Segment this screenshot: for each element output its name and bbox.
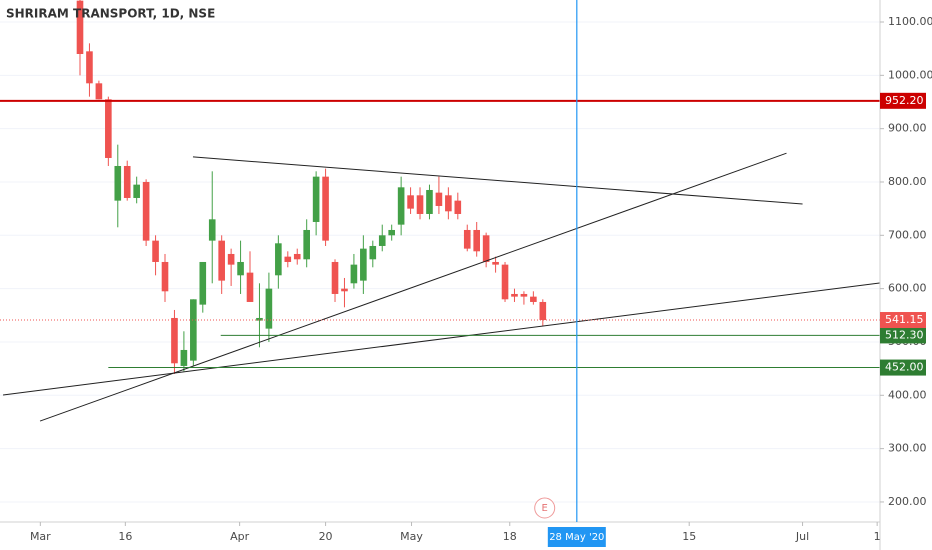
y-tick-label: 400.00 [888, 388, 927, 401]
crosshair-badge [547, 527, 606, 547]
candle-body [105, 99, 112, 158]
candle-body [246, 272, 254, 302]
candle-body [407, 195, 414, 209]
price-badge [880, 359, 926, 376]
candle-body [265, 288, 273, 329]
x-tick-label: Jul [795, 530, 809, 543]
x-tick-label: 20 [319, 530, 333, 543]
y-tick-label: 600.00 [888, 282, 927, 295]
candle-body [473, 229, 480, 252]
y-tick-label: 800.00 [888, 175, 927, 188]
candle-body [86, 51, 93, 84]
event-label: E [542, 503, 548, 514]
candle-body [341, 288, 348, 292]
candle-body [331, 261, 339, 294]
plot-area [0, 0, 880, 503]
y-tick-label: 300.00 [888, 442, 927, 455]
x-tick-label: 15 [682, 530, 696, 543]
candle-body [133, 184, 140, 198]
candle-body [520, 293, 528, 297]
candle-body [199, 261, 207, 305]
price-badge [880, 327, 926, 344]
candle-body [123, 165, 131, 198]
x-tick-label: May [400, 530, 423, 543]
price-badge-label: 512.30 [885, 328, 924, 341]
trend-line [39, 152, 787, 422]
crosshair-label: 28 May '20 [549, 532, 604, 543]
candle-body [218, 240, 225, 281]
candle-body [369, 245, 377, 260]
candle-body [180, 349, 188, 366]
candle-body [350, 264, 358, 284]
y-tick-label: 900.00 [888, 122, 927, 135]
candle-body [360, 248, 367, 281]
candle-body [208, 219, 216, 241]
candle-body [416, 195, 424, 214]
trend-line [192, 156, 803, 205]
candle-body [539, 301, 547, 321]
candle-body [312, 176, 320, 222]
x-tick-label: 1 [874, 530, 881, 543]
y-tick-label: 700.00 [888, 228, 927, 241]
candle-body [237, 261, 244, 276]
candle-body [492, 261, 499, 265]
candle-body [463, 229, 471, 249]
candle-body [275, 243, 282, 276]
candle-body [284, 256, 292, 262]
price-badge-label: 452.00 [885, 361, 924, 374]
candle-body [388, 229, 395, 236]
y-tick-label: 1100.00 [888, 15, 932, 28]
event-marker [534, 497, 556, 519]
candle-body [501, 264, 509, 300]
candle-body [435, 192, 443, 206]
candle-body [426, 189, 433, 214]
candle-body [114, 165, 122, 201]
candle-body [322, 176, 329, 241]
candle-body [227, 253, 235, 265]
candle-body [152, 240, 159, 262]
y-tick-label: 200.00 [888, 495, 927, 508]
price-badge [880, 312, 926, 329]
candle-body [95, 83, 103, 100]
candle-body [445, 195, 452, 212]
x-tick-label: 16 [118, 530, 132, 543]
candle-body [378, 235, 386, 246]
candle-body [256, 317, 263, 321]
x-tick-label: Mar [30, 530, 51, 543]
candle-body [76, 0, 84, 54]
candle-body [303, 229, 310, 260]
candle-body [530, 296, 537, 302]
price-badge-label: 541.15 [885, 313, 924, 326]
candle-body [397, 187, 405, 225]
candle-body [142, 181, 150, 241]
y-tick-label: 1000.00 [888, 68, 932, 81]
candle-body [454, 200, 462, 214]
x-tick-label: 18 [503, 530, 517, 543]
candle-body [171, 317, 178, 364]
chart-title: SHRIRAM TRANSPORT, 1D, NSE [6, 7, 215, 21]
trend-line [2, 282, 880, 396]
candle-body [161, 261, 169, 292]
candle-body [482, 235, 490, 262]
x-tick-label: Apr [230, 530, 250, 543]
candle-body [190, 299, 197, 361]
price-badge [880, 92, 926, 109]
candle-body [511, 293, 518, 297]
price-badge-label: 952.20 [885, 94, 924, 107]
candle-body [293, 253, 301, 260]
